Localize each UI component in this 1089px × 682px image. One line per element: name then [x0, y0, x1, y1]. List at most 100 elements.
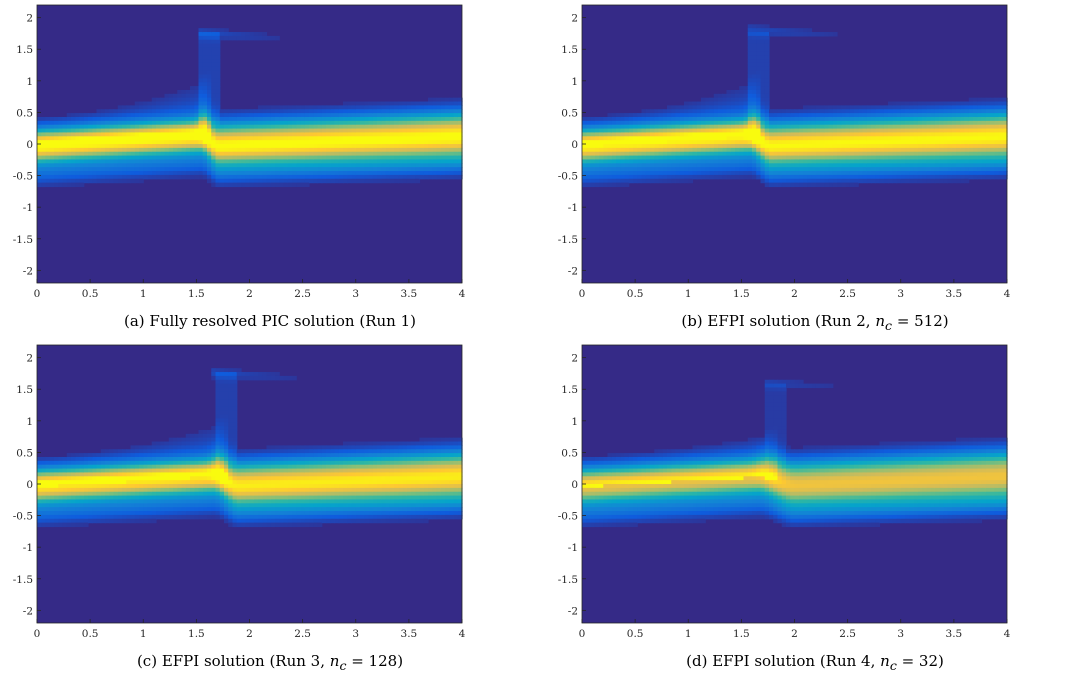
heatmap-cell — [888, 155, 893, 161]
heatmap-cell — [253, 116, 259, 122]
heatmap-cell — [457, 113, 463, 118]
heatmap-cell — [190, 159, 195, 164]
heatmap-cell — [71, 120, 76, 126]
heatmap-cell — [202, 47, 208, 52]
heatmap-cell — [62, 464, 68, 470]
heatmap-cell — [347, 147, 353, 153]
heatmap-cell — [871, 128, 876, 134]
heatmap-cell — [287, 109, 293, 114]
heatmap-cell — [900, 174, 906, 180]
heatmap-cell — [900, 136, 906, 141]
heatmap-cell — [190, 124, 195, 130]
heatmap-cell — [355, 116, 361, 122]
heatmap-cell — [790, 128, 796, 134]
heatmap-cell — [803, 159, 808, 164]
heatmap-cell — [909, 144, 915, 149]
heatmap-cell — [83, 464, 89, 470]
heatmap-cell — [951, 178, 957, 184]
heatmap-cell — [398, 109, 404, 114]
heatmap-cell — [262, 105, 268, 110]
heatmap-cell — [968, 136, 974, 141]
heatmap-cell — [258, 132, 263, 137]
heatmap-cell — [71, 480, 76, 485]
heatmap-cell — [756, 86, 762, 91]
heatmap-cell — [807, 116, 813, 122]
heatmap-cell — [815, 171, 821, 176]
heatmap-cell — [113, 503, 119, 508]
heatmap-cell — [786, 116, 791, 122]
heatmap-cell — [849, 171, 855, 176]
heatmap-cell — [147, 147, 153, 153]
heatmap-cell — [317, 144, 323, 149]
heatmap-cell — [241, 35, 246, 41]
heatmap-cell — [96, 480, 102, 485]
heatmap-cell — [713, 132, 719, 137]
heatmap-cell — [973, 132, 978, 137]
heatmap-cell — [368, 113, 374, 118]
heatmap-cell — [926, 105, 932, 110]
heatmap-cell — [156, 105, 161, 110]
heatmap-cell — [786, 171, 791, 176]
heatmap-cell — [262, 147, 268, 153]
heatmap-cell — [202, 32, 208, 37]
heatmap-cell — [83, 128, 89, 134]
heatmap-cell — [113, 151, 119, 157]
heatmap-cell — [266, 167, 272, 172]
heatmap-cell — [117, 144, 123, 149]
heatmap-cell — [275, 147, 280, 153]
heatmap-cell — [892, 174, 898, 180]
heatmap-cell — [743, 128, 749, 134]
heatmap-cell — [662, 147, 668, 153]
heatmap-cell — [457, 171, 463, 176]
heatmap-cell — [304, 163, 310, 168]
heatmap-cell — [321, 159, 327, 164]
heatmap-cell — [232, 32, 238, 37]
heatmap-cell — [747, 43, 753, 49]
heatmap-cell — [684, 128, 689, 134]
heatmap-cell — [926, 124, 932, 130]
heatmap-cell — [701, 132, 706, 137]
heatmap-cell — [224, 163, 229, 168]
heatmap-cell — [126, 178, 132, 184]
heatmap-cell — [423, 124, 429, 130]
heatmap-cell — [156, 147, 161, 153]
heatmap-cell — [71, 132, 76, 137]
heatmap-cell — [88, 155, 93, 161]
heatmap-cell — [173, 97, 178, 103]
heatmap-cell — [449, 109, 455, 114]
heatmap-cell — [879, 116, 885, 122]
heatmap-cell — [139, 514, 144, 520]
heatmap-cell — [445, 147, 450, 153]
heatmap-cell — [49, 116, 55, 122]
heatmap-cell — [811, 113, 817, 118]
heatmap-cell — [66, 136, 72, 141]
heatmap-cell — [275, 35, 280, 41]
heatmap-cell — [194, 136, 200, 141]
heatmap-cell — [726, 167, 732, 172]
heatmap-cell — [943, 136, 949, 141]
heatmap-cell — [764, 28, 770, 33]
heatmap-cell — [777, 155, 783, 161]
heatmap-cell — [956, 174, 961, 180]
heatmap-cell — [411, 140, 416, 145]
heatmap-cell — [215, 174, 221, 180]
heatmap-cell — [930, 132, 936, 137]
heatmap-cell — [283, 124, 289, 130]
heatmap-cell — [71, 140, 76, 145]
heatmap-cell — [603, 178, 609, 184]
heatmap-cell — [752, 24, 757, 29]
heatmap-cell — [726, 163, 732, 168]
heatmap-cell — [586, 116, 592, 122]
heatmap-cell — [198, 35, 204, 41]
heatmap-cell — [134, 456, 140, 462]
heatmap-cell — [815, 182, 821, 188]
heatmap-cell — [747, 70, 753, 76]
heatmap-cell — [381, 136, 387, 141]
heatmap-cell — [820, 109, 825, 114]
heatmap-cell — [270, 171, 276, 176]
heatmap-cell — [338, 136, 344, 141]
heatmap-cell — [926, 163, 932, 168]
heatmap-cell — [270, 124, 276, 130]
heatmap-cell — [620, 182, 626, 188]
heatmap-cell — [211, 74, 217, 79]
